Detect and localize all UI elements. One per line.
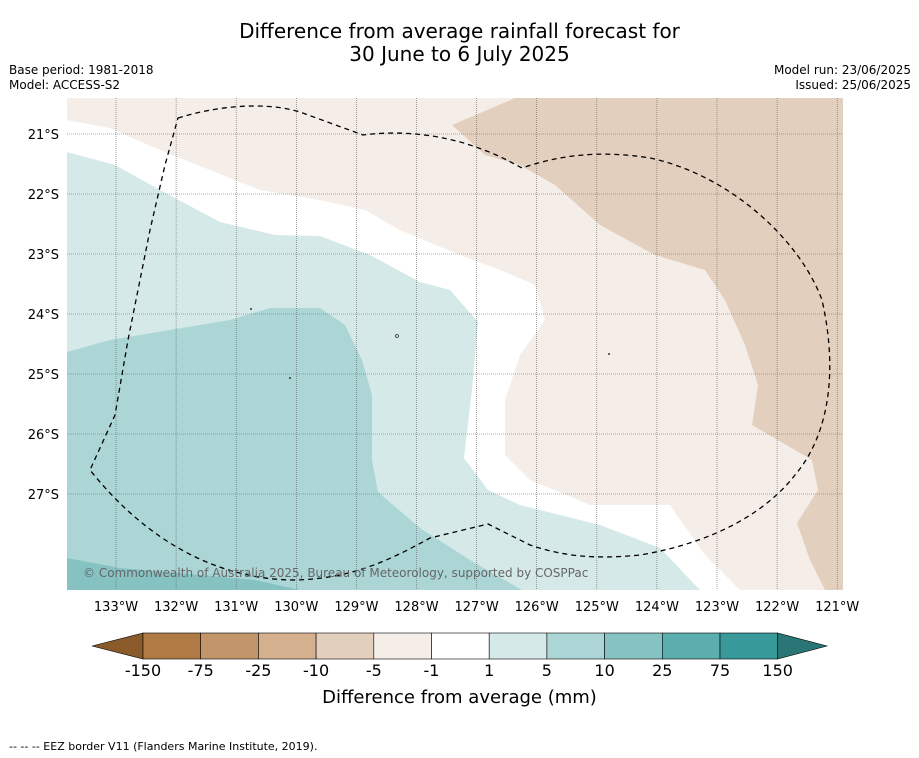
longitude-labels: 133°W 132°W 131°W 130°W 129°W 128°W 127°W 126°W… <box>94 600 860 615</box>
longitude-label: 127°W <box>455 600 499 615</box>
eez-border-legend: -- -- -- EEZ border V11 (Flanders Marine… <box>9 740 318 753</box>
longitude-label: 123°W <box>695 600 739 615</box>
region-dark-teal <box>67 558 300 590</box>
latitude-label: 24°S <box>28 308 59 323</box>
map-dot <box>289 377 291 379</box>
longitude-label: 129°W <box>334 600 378 615</box>
base-period-label: Base period: 1981-2018 <box>9 63 154 77</box>
latitude-label: 25°S <box>28 368 59 383</box>
latitude-label: 21°S <box>28 128 59 143</box>
map-dot <box>395 334 399 338</box>
colorbar-tick-label: 150 <box>762 661 793 680</box>
longitude-label: 126°W <box>515 600 559 615</box>
colorbar-tick-label: -150 <box>124 661 162 680</box>
longitude-label: 128°W <box>394 600 438 615</box>
region-teal <box>67 308 522 590</box>
colorbar-title: Difference from average (mm) <box>322 687 597 708</box>
latitude-label: 26°S <box>28 428 59 443</box>
colorbar-swatch <box>315 632 375 660</box>
colorbar-swatch <box>200 632 259 660</box>
colorbar-arrow-high <box>777 632 829 660</box>
colorbar-swatch <box>604 632 663 660</box>
colorbar-tick-label: -75 <box>187 661 214 680</box>
copyright-notice: © Commonwealth of Australia 2025, Bureau… <box>83 566 588 580</box>
map-title-line-2: 30 June to 6 July 2025 <box>349 42 570 66</box>
longitude-label: 131°W <box>214 600 258 615</box>
colorbar-swatch <box>661 632 721 660</box>
colorbar-tick-label: -1 <box>423 661 440 680</box>
map-area: © Commonwealth of Australia 2025, Bureau… <box>67 98 843 590</box>
latitude-label: 27°S <box>28 488 59 503</box>
eez-border <box>89 105 831 581</box>
colorbar-swatch <box>142 632 202 660</box>
colorbar-tick-label: -10 <box>303 661 330 680</box>
longitude-label: 132°W <box>154 600 198 615</box>
longitude-label: 130°W <box>274 600 318 615</box>
region-brown <box>452 98 843 590</box>
colorbar-tick-label: 5 <box>541 661 552 680</box>
colorbar-swatch <box>373 632 432 660</box>
model-label: Model: ACCESS-S2 <box>9 78 121 92</box>
latitude-labels: 21°S 22°S 23°S 24°S 25°S 26°S 27°S <box>28 128 59 503</box>
colorbar-tick-label: 10 <box>594 661 615 680</box>
model-run-label: Model run: 23/06/2025 <box>773 63 911 77</box>
gridlines <box>67 98 843 590</box>
colorbar-tick-label: -25 <box>245 661 272 680</box>
colorbar-tick-label: 25 <box>652 661 673 680</box>
colorbar-tick-label: 1 <box>484 661 495 680</box>
map-dot <box>250 308 252 310</box>
longitude-label: 133°W <box>94 600 138 615</box>
map-dot <box>608 353 610 355</box>
longitude-label: 124°W <box>635 600 679 615</box>
map-title-line-1: Difference from average rainfall forecas… <box>239 19 680 43</box>
colorbar <box>91 632 829 660</box>
colorbar-swatch <box>546 632 605 660</box>
colorbar-swatch <box>258 632 317 660</box>
issued-label: Issued: 25/06/2025 <box>795 78 911 92</box>
latitude-label: 23°S <box>28 248 59 263</box>
colorbar-tick-label: -5 <box>365 661 382 680</box>
colorbar-arrow-low <box>91 632 144 660</box>
colorbar-swatch <box>431 632 490 660</box>
longitude-label: 125°W <box>575 600 619 615</box>
colorbar-swatch <box>488 632 548 660</box>
longitude-label: 121°W <box>815 600 859 615</box>
colorbar-swatch <box>719 632 779 660</box>
colorbar-tick-label: 75 <box>709 661 731 680</box>
longitude-label: 122°W <box>755 600 799 615</box>
latitude-label: 22°S <box>28 188 59 203</box>
